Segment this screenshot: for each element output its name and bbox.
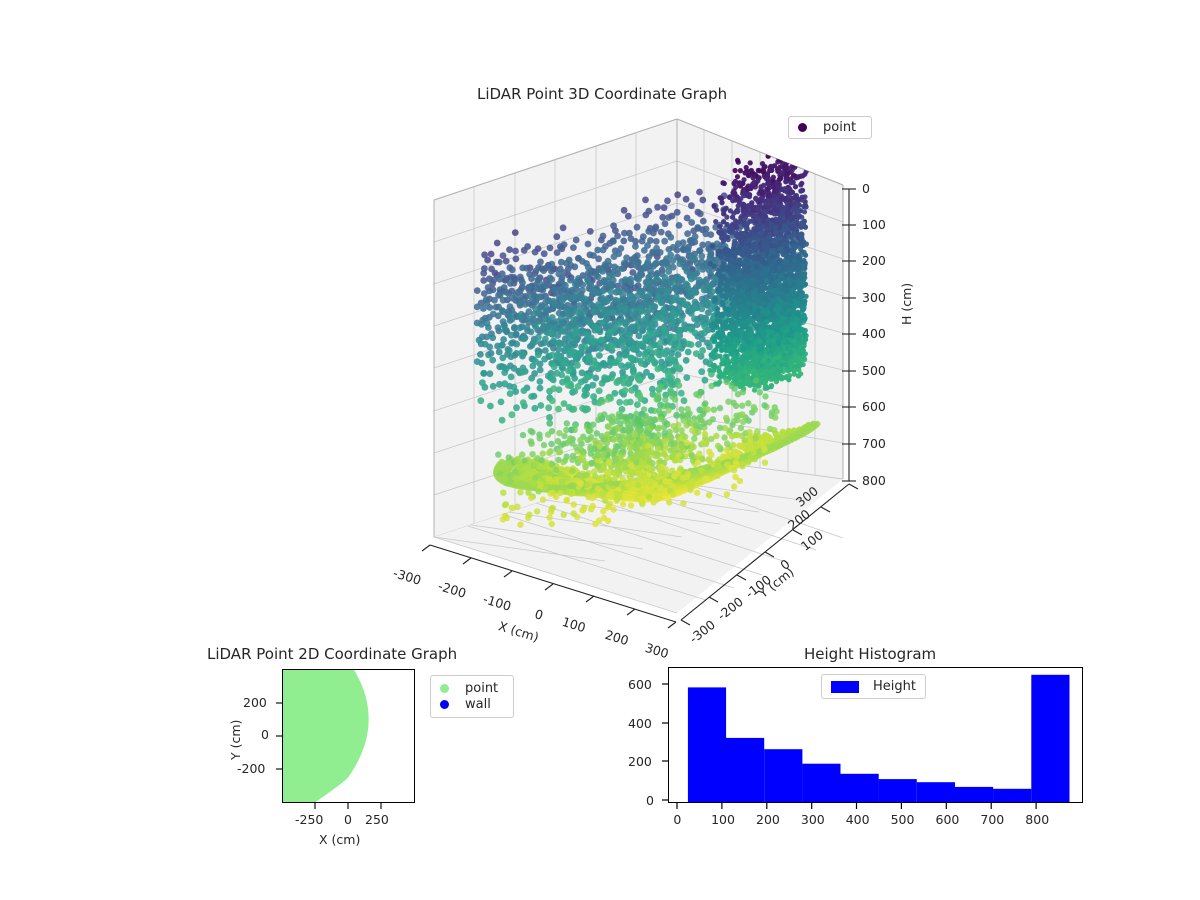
panel3d-title: LiDAR Point 3D Coordinate Graph [477,85,728,103]
x-tick-label: 0 [673,812,682,827]
x-tick-label: 100 [711,812,735,827]
legend-hist[interactable]: Height [821,674,926,699]
y-axis-hist-tickmarks [662,683,668,801]
legend-2d[interactable]: point wall [430,675,514,718]
lidar-3d-canvas [421,118,859,629]
legend-3d[interactable]: point [788,116,872,139]
legend-label: point [823,120,857,135]
lidar-2d-axes [282,669,415,803]
legend-item-point[interactable]: point [798,120,862,135]
height-histogram-panel: Height Histogram 0 200 400 600 0 100 200 30… [600,0,1200,900]
legend-item-height[interactable]: Height [831,679,916,694]
wall-marker-icon [440,699,449,709]
x-tick-label: 600 [935,812,960,827]
y-axis-2d-tickmarks [276,702,282,770]
legend-item-point[interactable]: point [440,681,504,697]
x-tick-label: 200 [756,812,780,827]
x-axis-2d-tickmarks [314,803,382,809]
lidar-2d-canvas [283,670,369,802]
lidar-2d-panel: LiDAR Point 2D Coordinate Graph 200 0 -2… [207,645,514,847]
y-axis-2d-label: Y (cm) [228,719,243,760]
height-histogram-canvas [687,674,1070,802]
panelhist-title: Height Histogram [804,645,937,663]
x-tick-label: 800 [1025,812,1050,827]
height-bar-swatch-icon [831,680,859,693]
lidar-3d-axes: LiDAR Point 3D Coordinate Graph [391,85,914,661]
panel2d-title: LiDAR Point 2D Coordinate Graph [207,645,458,663]
legend-label: Height [873,679,916,694]
point-marker-icon [798,123,807,132]
point-marker-icon [440,684,449,694]
axis-lines-3d [421,188,859,629]
x-tick-label: 500 [890,812,915,827]
legend-item-wall[interactable]: wall [440,697,504,713]
x-axis-hist-tickmarks [676,802,1037,809]
legend-label: point [465,681,499,697]
x-tick-label: 300 [800,812,825,827]
point-cloud [473,142,821,528]
x-tick-label: 400 [845,812,870,827]
x-tick-label: 700 [980,812,1005,827]
legend-label: wall [465,696,491,712]
x-axis-2d-label: X (cm) [319,832,361,847]
